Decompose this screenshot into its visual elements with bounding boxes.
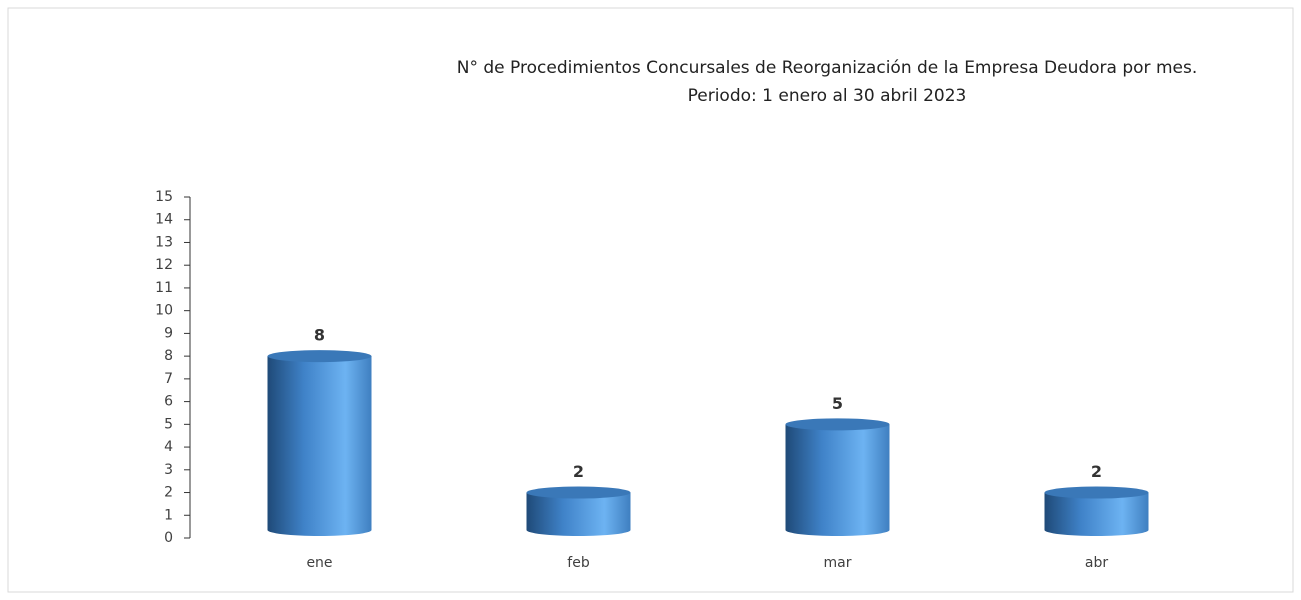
y-tick-label: 11 [155,280,173,296]
bar [1044,492,1149,530]
value-label: 2 [573,462,584,481]
y-tick-label: 6 [164,394,173,410]
y-tick-label: 9 [164,325,173,341]
y-tick-label: 8 [164,348,173,364]
value-label: 2 [1091,462,1102,481]
bar-top [526,486,631,499]
x-tick-label: abr [1085,555,1108,571]
bar-top [267,350,372,363]
y-tick-label: 0 [164,530,173,546]
bar-top [785,418,890,431]
y-tick-label: 7 [164,371,173,387]
y-tick-label: 5 [164,416,173,432]
y-tick-label: 12 [155,257,173,273]
y-tick-label: 13 [155,234,173,250]
y-tick-label: 10 [155,303,173,319]
bar-top [1044,486,1149,499]
bar [785,424,890,530]
y-tick-label: 1 [164,507,173,523]
y-tick-label: 2 [164,485,173,501]
chart-title: N° de Procedimientos Concursales de Reor… [457,58,1197,78]
y-tick-label: 4 [164,439,173,455]
chart-frame [7,7,1294,593]
y-tick-label: 15 [155,189,173,205]
x-tick-label: feb [567,555,590,571]
bar [526,492,631,530]
value-label: 5 [832,394,843,413]
x-tick-label: ene [306,555,332,571]
bar [267,356,372,530]
chart-subtitle: Periodo: 1 enero al 30 abril 2023 [688,86,967,106]
value-label: 8 [314,326,325,345]
x-tick-label: mar [824,555,852,571]
y-tick-label: 3 [164,462,173,478]
y-tick-label: 14 [155,212,173,228]
